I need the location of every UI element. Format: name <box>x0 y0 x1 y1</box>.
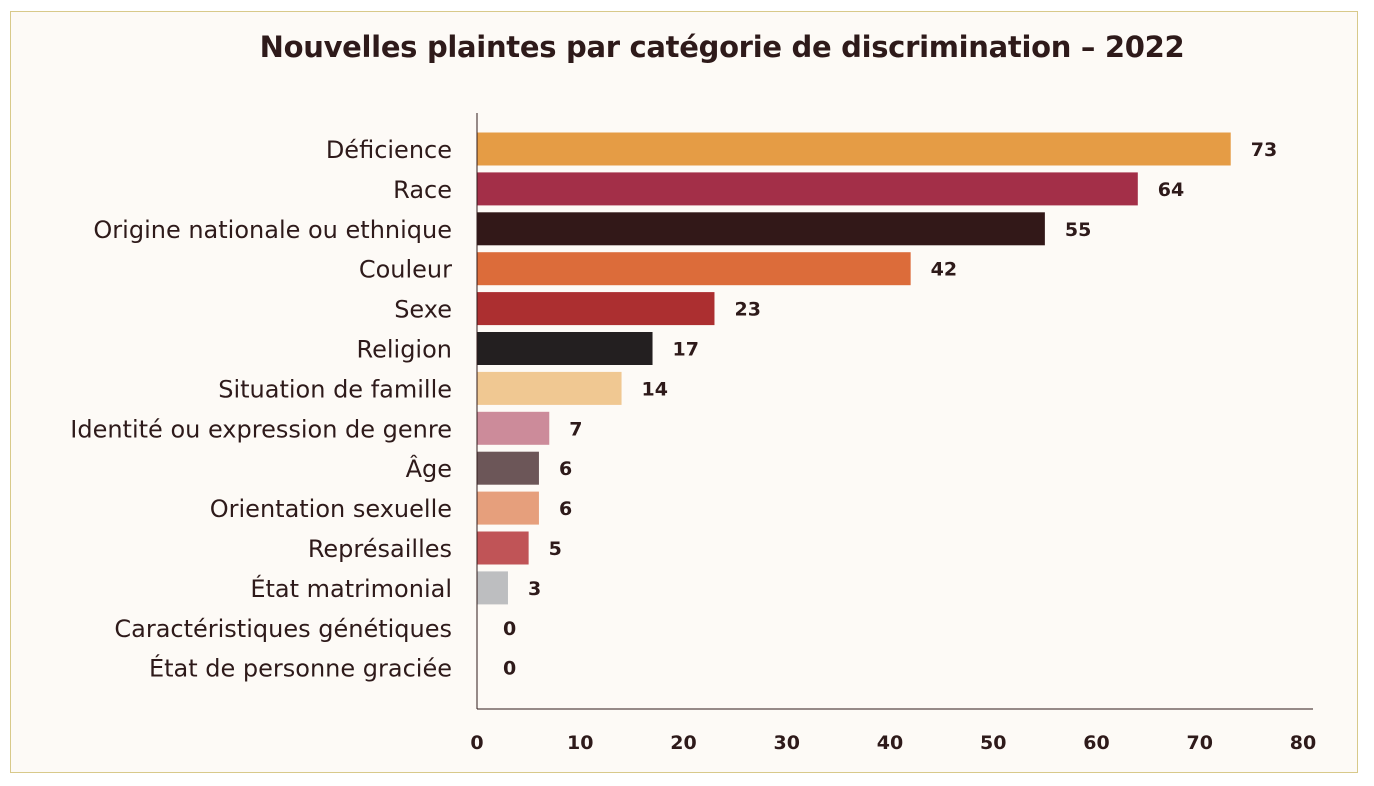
x-tick-label: 50 <box>980 732 1006 754</box>
category-label: Sexe <box>394 296 452 324</box>
value-label: 64 <box>1158 179 1184 201</box>
x-tick-label: 30 <box>774 732 800 754</box>
category-label: Identité ou expression de genre <box>70 415 452 443</box>
bar <box>477 571 508 605</box>
value-label: 7 <box>569 418 582 440</box>
value-label: 14 <box>642 378 668 400</box>
bar <box>477 332 653 365</box>
value-label: 0 <box>503 618 516 640</box>
value-label: 3 <box>528 578 541 600</box>
category-label: Religion <box>357 336 453 364</box>
bar <box>477 212 1045 246</box>
category-label: Couleur <box>359 256 452 284</box>
value-label: 6 <box>559 498 572 520</box>
bar <box>477 292 715 326</box>
chart-title: Nouvelles plaintes par catégorie de disc… <box>259 30 1185 64</box>
value-label: 5 <box>549 538 562 560</box>
value-label: 73 <box>1251 139 1277 161</box>
x-tick-label: 80 <box>1290 732 1316 754</box>
category-label: Race <box>393 176 452 204</box>
category-label: Représailles <box>308 535 452 563</box>
category-label: État matrimonial <box>250 574 452 603</box>
bar <box>477 491 539 525</box>
x-tick-label: 70 <box>1187 732 1213 754</box>
x-tick-label: 40 <box>877 732 903 754</box>
bar <box>477 132 1231 166</box>
category-label: État de personne graciée <box>149 654 452 683</box>
value-label: 0 <box>503 658 516 680</box>
x-tick-label: 0 <box>470 732 483 754</box>
value-label: 6 <box>559 458 572 480</box>
category-label: Âge <box>406 454 452 483</box>
x-tick-label: 60 <box>1083 732 1109 754</box>
value-label: 17 <box>673 339 699 361</box>
bar <box>477 411 550 445</box>
category-label: Origine nationale ou ethnique <box>93 216 452 244</box>
category-label: Caractéristiques génétiques <box>114 615 452 643</box>
value-label: 42 <box>931 259 957 281</box>
category-label: Situation de famille <box>218 375 452 403</box>
category-label: Orientation sexuelle <box>210 495 452 523</box>
category-label: Déficience <box>326 136 452 164</box>
x-tick-label: 10 <box>567 732 593 754</box>
value-label: 55 <box>1065 219 1091 241</box>
bar <box>477 451 539 485</box>
bar <box>477 531 529 565</box>
x-tick-label: 20 <box>670 732 696 754</box>
bar <box>477 172 1138 206</box>
bar <box>477 252 911 286</box>
bar <box>477 371 622 405</box>
value-label: 23 <box>734 299 760 321</box>
